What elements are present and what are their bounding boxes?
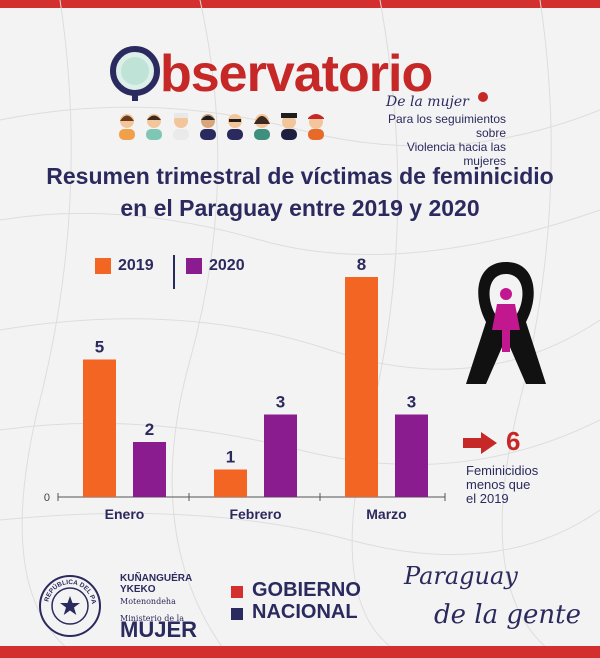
data-label: 2 — [145, 420, 154, 439]
data-label: 5 — [95, 338, 104, 357]
category-label: Marzo — [366, 506, 406, 522]
data-label: 8 — [357, 255, 366, 274]
logo-word: bservatorio — [160, 45, 433, 103]
difference-line-1: Feminicidios — [466, 463, 539, 478]
bar-2019-marzo — [345, 277, 378, 497]
difference-line-2: menos que — [466, 477, 531, 492]
avatar-icon — [254, 114, 270, 140]
category-label: Enero — [105, 506, 145, 522]
data-label: 1 — [226, 448, 235, 467]
gov-blue-square — [231, 608, 243, 620]
bar-2020-febrero — [264, 414, 297, 497]
bar-2019-enero — [83, 359, 116, 497]
legend-label-2019: 2019 — [118, 257, 154, 274]
ministry-line-3: Motenondeha — [120, 597, 176, 606]
observatorio-logo: bservatorio De la mujer Para los seguimi… — [106, 36, 506, 168]
title-line-2: en el Paraguay entre 2019 y 2020 — [120, 195, 480, 221]
data-label: 3 — [407, 393, 416, 412]
bar-chart: 2019 2020 0 5 2 Enero 1 3 Febrero 8 3 Marzo — [0, 245, 460, 535]
top-stripe — [0, 0, 600, 8]
avatar-icon — [200, 114, 216, 140]
bottom-stripe — [0, 646, 600, 658]
slogan-line-1: Paraguay — [404, 562, 518, 590]
magnifier-o-icon — [110, 46, 160, 101]
avatar-icon — [308, 114, 324, 140]
map-pin-icon — [478, 92, 488, 102]
legend-label-2020: 2020 — [209, 257, 245, 274]
difference-line-3: el 2019 — [466, 491, 509, 506]
right-arrow-icon — [463, 432, 497, 454]
gov-line-1: GOBIERNO — [252, 579, 361, 601]
ministry-line-1: KUÑANGUÉRA — [120, 573, 193, 584]
ministry-guarani-name: KUÑANGUÉRA YKEKO — [120, 573, 192, 595]
y-tick-label: 0 — [44, 492, 50, 504]
legend-separator — [173, 255, 175, 289]
bar-2020-marzo — [395, 414, 428, 497]
bar-2019-febrero — [214, 469, 247, 497]
avatar-icon — [173, 113, 189, 140]
avatar-icon — [281, 113, 297, 140]
ministry-line-5: MUJER — [120, 617, 198, 642]
chart-plot: 0 5 2 Enero 1 3 Febrero 8 3 Marzo — [44, 255, 446, 522]
page-title: Resumen trimestral de víctimas de femini… — [0, 160, 600, 224]
tagline-line-1: Para los seguimientos sobre — [387, 112, 506, 140]
difference-value: 6 — [506, 426, 521, 456]
legend-swatch-2020 — [186, 258, 202, 274]
slogan-line-2: de la gente — [434, 600, 581, 630]
tagline-line-2: Violencia hacia las mujeres — [406, 140, 506, 168]
gov-red-square — [231, 586, 243, 598]
category-label: Febrero — [229, 506, 281, 522]
legend-swatch-2019 — [95, 258, 111, 274]
difference-label: Feminicidios menos que el 2019 — [466, 464, 538, 506]
national-seal-icon: REPÚBLICA DEL PARAGUAY — [38, 574, 101, 637]
avatar-icon — [227, 114, 243, 140]
avatar-icon — [119, 114, 135, 140]
data-label: 3 — [276, 393, 285, 412]
title-line-1: Resumen trimestral de víctimas de femini… — [46, 163, 554, 189]
gov-line-2: NACIONAL — [252, 601, 358, 623]
bar-2020-enero — [133, 442, 166, 497]
ministry-line-2: YKEKO — [120, 584, 156, 595]
avatar-icon — [146, 114, 162, 140]
black-ribbon-woman-icon — [466, 262, 546, 384]
ministry-line-4: Ministerio de la — [120, 614, 184, 623]
svg-text:REPÚBLICA DEL PARAGUAY: REPÚBLICA DEL PARAGUAY — [38, 574, 97, 605]
logo-subtitle: De la mujer — [386, 94, 469, 110]
logo-tagline: Para los seguimientos sobre Violencia ha… — [368, 112, 506, 168]
